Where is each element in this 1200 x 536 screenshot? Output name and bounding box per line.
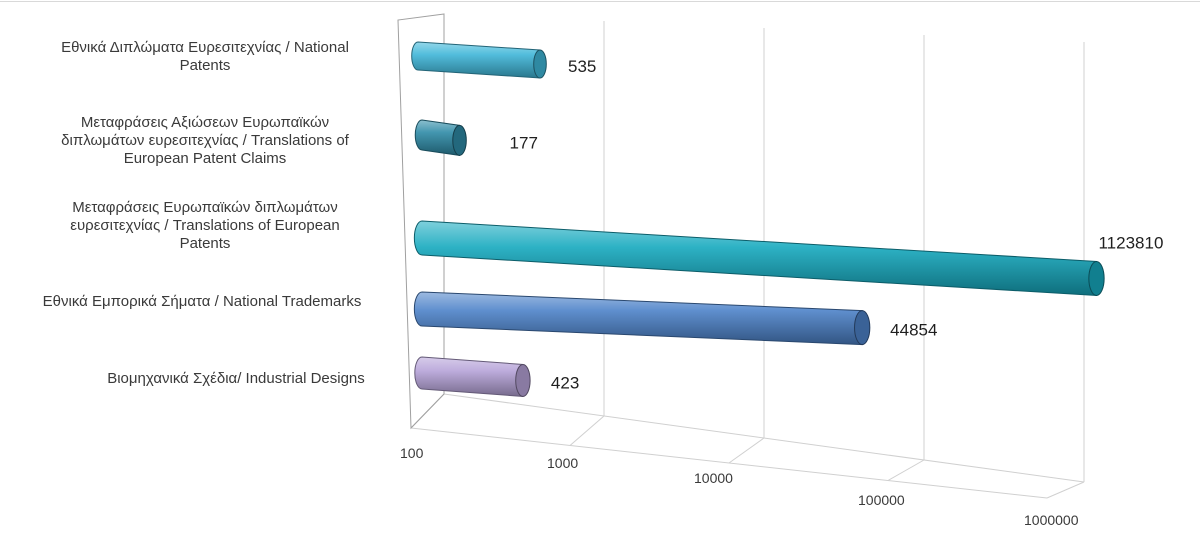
category-labels: Εθνικά Διπλώματα Ευρεσιτεχνίας / Nationa… bbox=[43, 39, 365, 387]
value-label: 177 bbox=[510, 133, 538, 152]
x-tick-label: 100000 bbox=[858, 492, 905, 508]
x-tick-label: 1000 bbox=[547, 455, 578, 471]
bar-body bbox=[413, 291, 863, 346]
category-label: Βιομηχανικά Σχέδια/ Industrial Designs bbox=[107, 370, 365, 387]
bar-cap bbox=[452, 124, 467, 156]
bar bbox=[411, 41, 547, 79]
value-label: 423 bbox=[551, 373, 579, 392]
category-label: Μεταφράσεις Αξιώσεων Ευρωπαϊκών διπλωμάτω… bbox=[61, 114, 349, 167]
bar-cap bbox=[1088, 260, 1105, 296]
floor-gridline bbox=[887, 459, 925, 481]
bar-body bbox=[413, 220, 1097, 296]
floor-front-edge bbox=[410, 427, 1048, 499]
bar-cap bbox=[533, 49, 547, 79]
value-label: 44854 bbox=[890, 321, 937, 340]
x-tick-label: 1000000 bbox=[1024, 512, 1079, 528]
floor-gridline bbox=[569, 415, 605, 446]
bar bbox=[414, 119, 467, 156]
category-label: Εθνικά Εμπορικά Σήματα / National Tradem… bbox=[43, 293, 362, 310]
data-labels: 535 177 1123810 44854 423 bbox=[510, 57, 1164, 392]
category-label: Εθνικά Διπλώματα Ευρεσιτεχνίας / Nationa… bbox=[61, 39, 349, 74]
bar bbox=[413, 291, 871, 346]
bar bbox=[413, 220, 1105, 296]
value-label: 535 bbox=[568, 57, 596, 76]
x-tick-label: 100 bbox=[400, 445, 424, 461]
x-tick-label: 10000 bbox=[694, 470, 733, 486]
bar-body bbox=[414, 119, 461, 156]
bar-cap bbox=[854, 310, 871, 346]
floor-back-edge bbox=[443, 393, 1085, 483]
bar-body bbox=[414, 356, 524, 397]
side-wall bbox=[397, 13, 445, 430]
bar-cap bbox=[515, 363, 531, 397]
floor-gridline bbox=[1046, 481, 1085, 499]
floor-gridline bbox=[728, 437, 765, 464]
chart-walls bbox=[397, 13, 1085, 499]
bar bbox=[414, 356, 531, 397]
bars bbox=[411, 41, 1105, 397]
category-label: Μεταφράσεις Ευρωπαϊκών διπλωμάτων ευρεσιτ… bbox=[70, 199, 339, 252]
bar-body bbox=[411, 41, 541, 79]
value-label: 1123810 bbox=[1098, 233, 1163, 252]
tick-labels: 100 1000 10000 100000 1000000 bbox=[400, 445, 1079, 528]
